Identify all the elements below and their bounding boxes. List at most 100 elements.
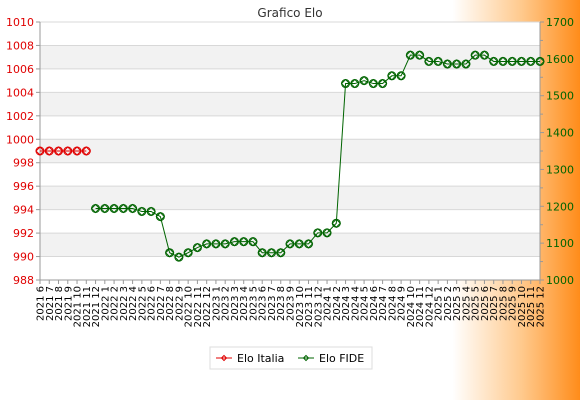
elo-fide-point-ring [350,79,360,89]
x-tick-label: 2024 4 [350,286,361,321]
legend-box [209,346,373,370]
legend-fide-marker [302,354,310,362]
x-tick-label: 2024 12 [424,286,435,327]
series-layer [35,50,545,262]
x-tick-label: 2025 12 [536,286,547,327]
x-tick-label: 2022 5 [137,286,148,321]
x-tick-label: 2021 11 [82,286,93,327]
elo-fide-point-ring [174,252,184,262]
left-axis-ticks: 988 990 992 994 996 998 1000 1002 1004 1006 1008 10… [6,16,40,287]
x-tick-label: 2024 6 [369,286,380,321]
elo-fide-point-ring [183,248,193,258]
elo-fide-point-ring [118,203,128,213]
elo-italia-point-ring [72,146,82,156]
elo-fide-point-ring [165,248,175,258]
plot-band [40,233,540,257]
plot-band [40,45,540,69]
x-tick-label: 2025 10 [517,286,528,327]
x-tick-label: 2023 5 [248,286,259,321]
elo-fide-point-ring [266,248,276,258]
x-tick-label: 2022 3 [119,286,130,321]
x-tick-label: 2021 10 [73,286,84,327]
x-tick-label: 2024 5 [360,286,371,321]
x-tick-label: 2022 10 [184,286,195,327]
x-tick-label: 2022 6 [147,286,158,321]
elo-fide-point-ring [433,56,443,66]
left-tick-label: 1006 [6,63,34,76]
x-tick-label: 2024 1 [323,286,334,321]
elo-fide-point-ring [498,56,508,66]
elo-fide-point-ring [489,56,499,66]
x-tick-label: 2023 6 [258,286,269,321]
x-tick-label: 2023 7 [267,286,278,321]
x-tick-label: 2022 4 [128,286,139,321]
elo-fide-point-ring [461,59,471,69]
elo-fide-point-ring [331,218,341,228]
elo-fide-point-ring [304,239,314,249]
chart-title: Grafico Elo [257,6,322,20]
x-tick-label: 2025 11 [526,286,537,327]
elo-italia-point-ring [81,146,91,156]
legend-italia-label: Elo Italia [237,352,284,365]
left-tick-label: 998 [13,157,34,170]
left-tick-label: 1000 [6,133,34,146]
elo-fide-point-ring [229,237,239,247]
x-tick-label: 2023 10 [295,286,306,327]
elo-fide-point-ring [146,206,156,216]
x-tick-label: 2021 12 [91,286,102,327]
x-tick-label: 2025 6 [480,286,491,321]
elo-fide-point-ring [155,212,165,222]
right-tick-label: 1200 [546,200,574,213]
x-tick-label: 2023 3 [230,286,241,321]
elo-fide-point-ring [294,239,304,249]
elo-fide-point-ring [211,239,221,249]
left-tick-label: 1008 [6,39,34,52]
x-tick-label: 2024 2 [332,286,343,321]
elo-fide-point-ring [220,239,230,249]
elo-fide-line [95,54,540,258]
elo-fide-point-ring [322,228,332,238]
x-tick-label: 2023 11 [304,286,315,327]
x-tick-label: 2024 9 [397,286,408,321]
x-tick-label: 2025 5 [471,286,482,321]
x-tick-label: 2022 9 [174,286,185,321]
left-tick-label: 1004 [6,86,34,99]
series-elo-fide [90,50,545,262]
x-tick-label: 2022 8 [165,286,176,321]
x-tick-label: 2023 8 [276,286,287,321]
elo-fide-point-ring [378,79,388,89]
x-tick-label: 2023 1 [211,286,222,321]
legend: Elo Italia Elo FIDE [209,346,373,370]
elo-fide-point-ring [285,239,295,249]
x-tick-label: 2023 4 [239,286,250,321]
left-tick-label: 992 [13,227,34,240]
elo-fide-point-ring [109,203,119,213]
left-tick-label: 1010 [6,16,34,29]
x-tick-label: 2024 8 [387,286,398,321]
x-tick-label: 2024 10 [406,286,417,327]
elo-italia-point-ring [35,146,45,156]
x-tick-label: 2021 7 [45,286,56,321]
x-tick-label: 2025 2 [443,286,454,321]
x-tick-label: 2024 7 [378,286,389,321]
x-tick-label: 2022 2 [110,286,121,321]
elo-fide-point-ring [276,248,286,258]
elo-fide-point-ring [91,203,101,213]
x-tick-label: 2023 2 [221,286,232,321]
elo-fide-point-ring [415,50,425,60]
x-tick-label: 2025 1 [434,286,445,321]
elo-fide-point-ring [452,59,462,69]
x-tick-label: 2025 4 [461,286,472,321]
legend-fide-label: Elo FIDE [319,352,364,365]
right-tick-label: 1300 [546,163,574,176]
x-tick-label: 2025 7 [489,286,500,321]
left-tick-label: 996 [13,180,34,193]
x-tick-label: 2021 8 [54,286,65,321]
left-tick-label: 990 [13,251,34,264]
elo-fide-point-ring [470,50,480,60]
series-elo-italia [35,146,92,156]
x-tick-label: 2021 6 [36,286,47,321]
elo-fide-point-ring [424,56,434,66]
